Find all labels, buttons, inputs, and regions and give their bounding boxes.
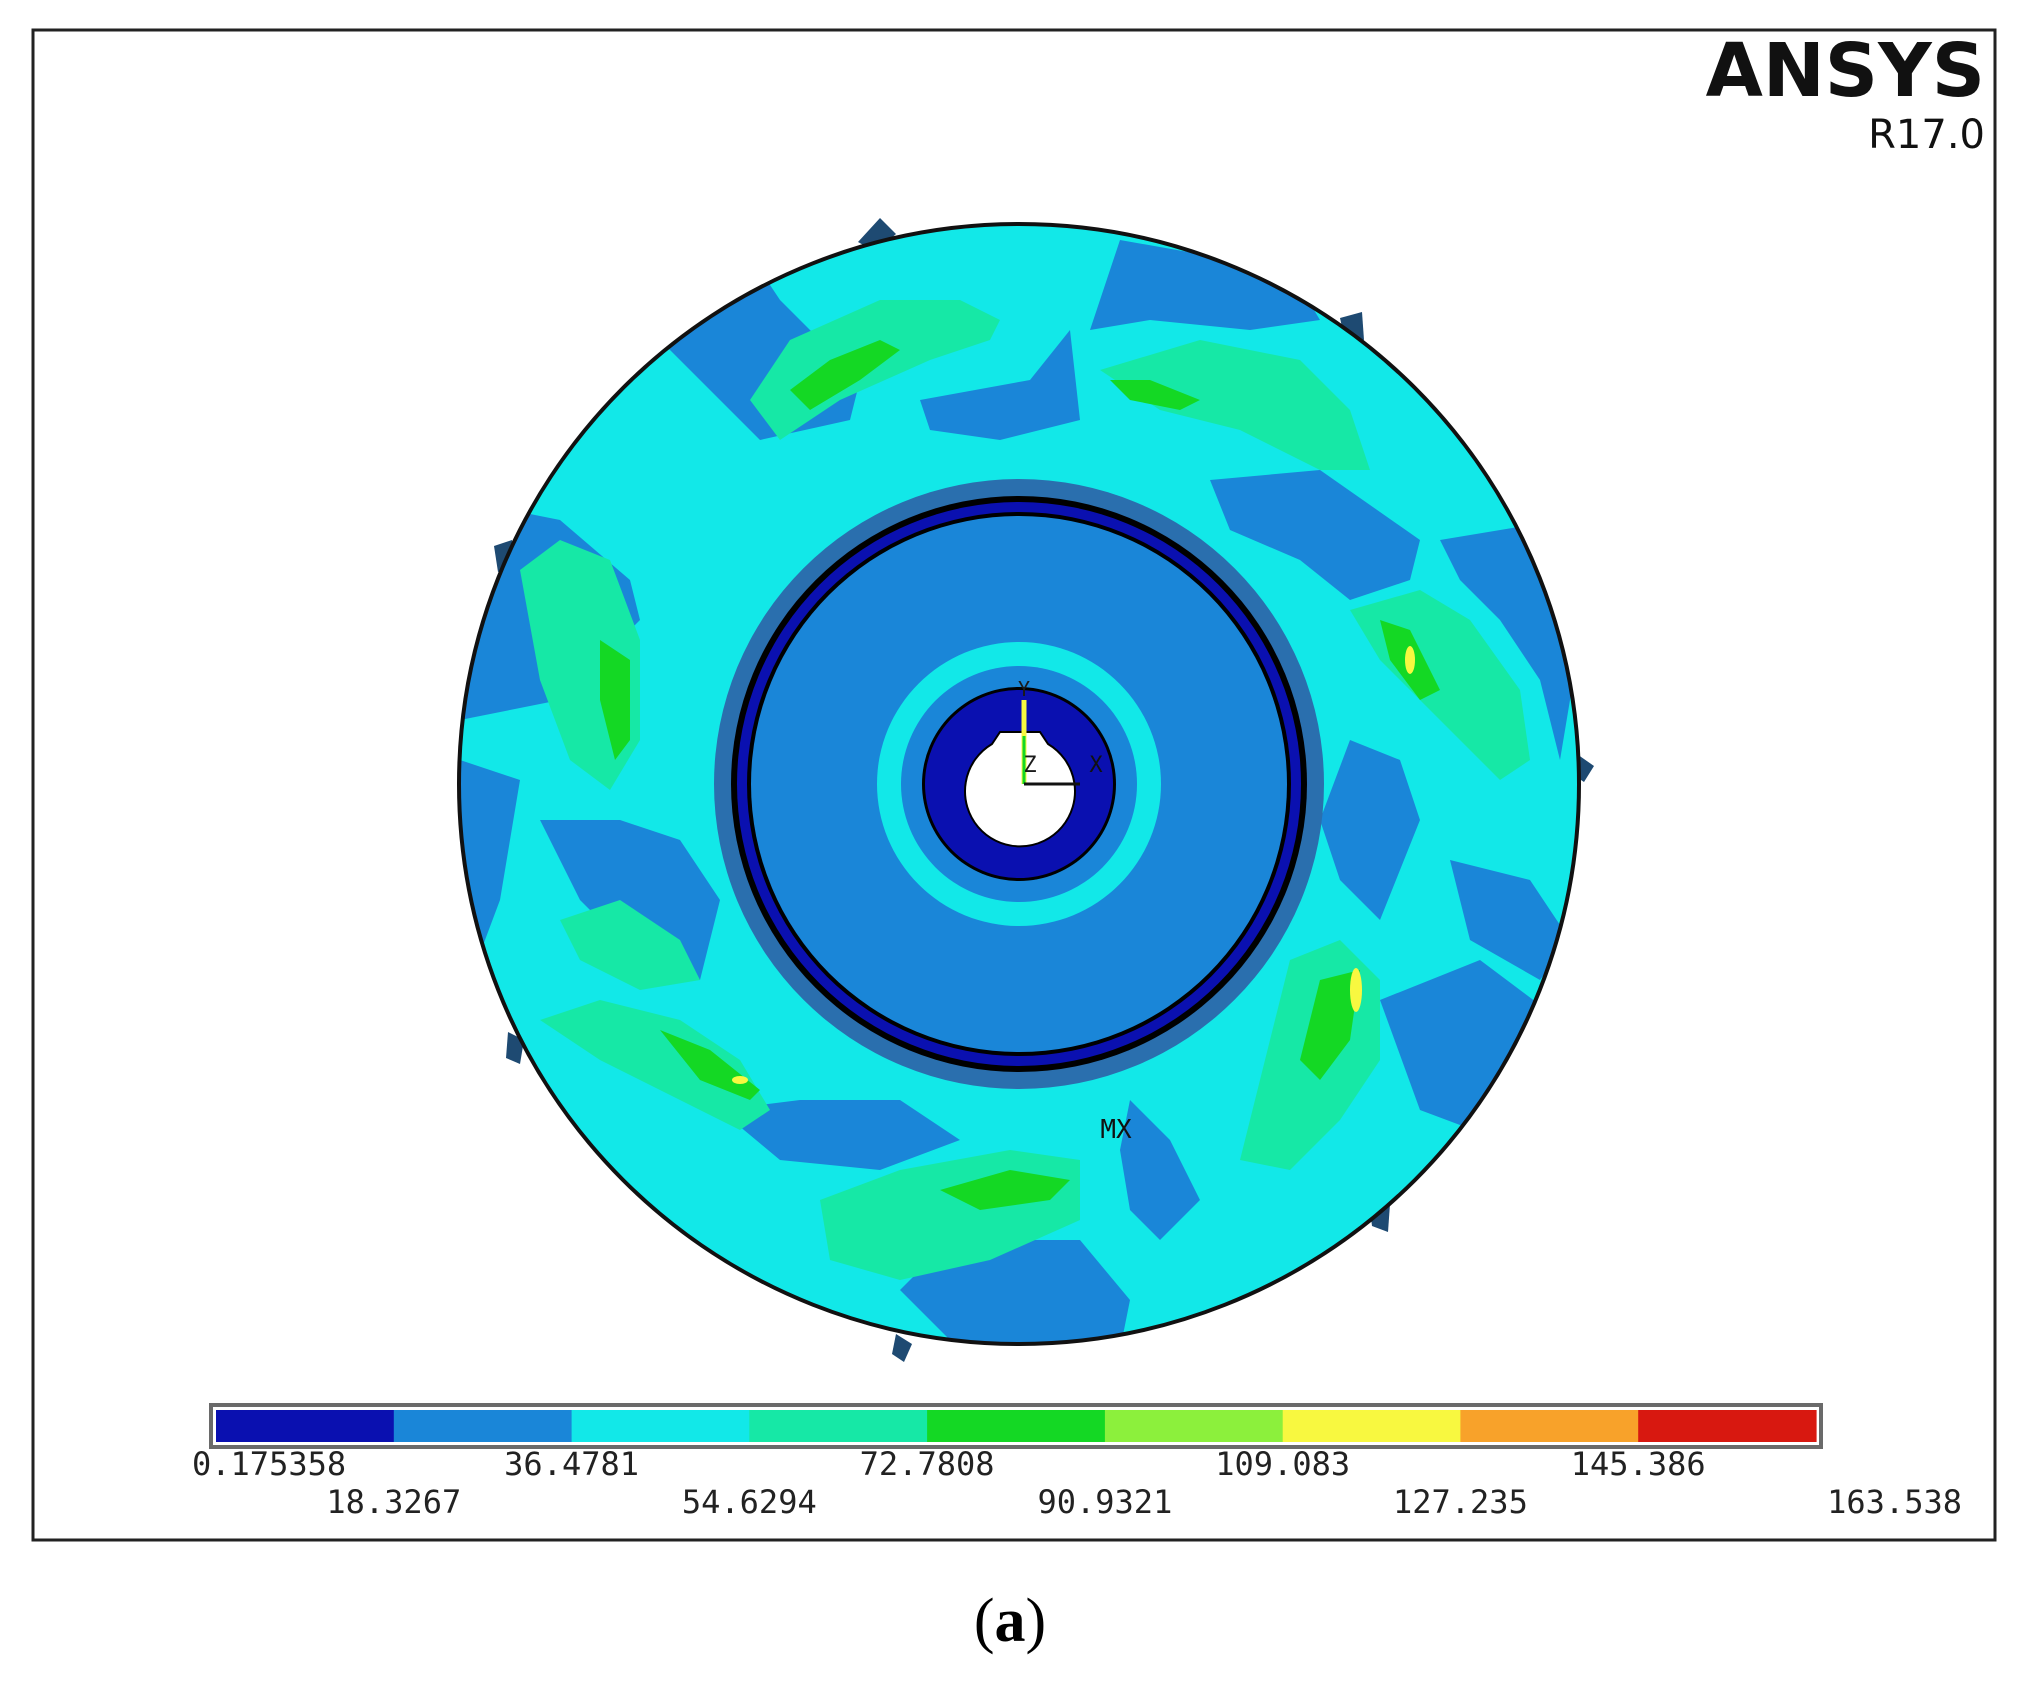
legend-swatch	[393, 1410, 573, 1442]
legend-tick-label: 109.083	[1215, 1445, 1350, 1483]
figure-caption: (a)	[0, 1590, 2020, 1652]
shaft-bore	[964, 731, 1076, 848]
stress-band-blue	[900, 1240, 1130, 1344]
stress-band-green	[1110, 380, 1200, 410]
legend-tick-label: 72.7808	[860, 1445, 995, 1483]
legend-swatch	[216, 1410, 395, 1442]
legend-swatch	[1638, 1410, 1817, 1442]
legend-swatch	[749, 1410, 928, 1442]
legend-tick-label: 54.6294	[682, 1483, 817, 1521]
legend-tick-label: 163.538	[1827, 1483, 1962, 1521]
stress-band-blue	[720, 1100, 960, 1170]
disk-contour-bands	[459, 240, 1579, 1344]
stress-band-teal	[540, 1000, 770, 1130]
legend-swatch	[1460, 1410, 1639, 1442]
legend-swatch	[927, 1410, 1106, 1442]
stress-band-blue	[920, 330, 1080, 440]
legend-tick-label: 90.9321	[1037, 1483, 1172, 1521]
legend-tick-label: 145.386	[1571, 1445, 1706, 1483]
stress-band-blue	[1210, 470, 1420, 600]
stress-hotspot	[732, 1076, 748, 1084]
stress-band-green	[1300, 970, 1360, 1080]
brand-logo-text: ANSYS	[1706, 28, 1985, 114]
stress-band-blue	[1320, 740, 1420, 920]
legend-swatches	[216, 1410, 1817, 1442]
stress-band-green	[790, 340, 900, 410]
stress-band-green	[940, 1170, 1070, 1210]
axis-label-y: Y	[1018, 677, 1030, 701]
legend-swatch	[1104, 1410, 1284, 1442]
legend-swatch	[571, 1410, 750, 1442]
stress-band-blue	[1120, 1100, 1200, 1240]
stress-band-blue	[1450, 860, 1570, 980]
axis-label-x: X	[1089, 753, 1103, 778]
legend-tick-label: 127.235	[1393, 1483, 1528, 1521]
axis-triad: Y X Z	[1018, 677, 1103, 786]
blade-tip	[892, 1334, 912, 1362]
axis-label-z: Z	[1023, 753, 1036, 778]
impeller-disk	[457, 222, 1581, 1346]
max-marker: MX	[1100, 1115, 1132, 1145]
legend-tick-label: 18.3267	[326, 1483, 461, 1521]
caption-open: (	[973, 1587, 995, 1655]
legend-tick-label: 36.4781	[504, 1445, 639, 1483]
stress-band-green	[600, 640, 630, 760]
stress-hotspot	[1350, 968, 1362, 1012]
disk-outline	[457, 222, 1581, 1346]
caption-close: )	[1025, 1587, 1047, 1655]
legend-swatch	[1282, 1410, 1462, 1442]
stress-band-blue	[1090, 240, 1320, 330]
legend-tick-label: 0.175358	[192, 1445, 346, 1483]
stress-band-teal	[1100, 340, 1370, 470]
version-label: R17.0	[1868, 112, 1985, 158]
stress-hotspot	[1405, 646, 1415, 674]
caption-letter: a	[994, 1587, 1026, 1655]
stress-band-teal	[560, 900, 700, 990]
